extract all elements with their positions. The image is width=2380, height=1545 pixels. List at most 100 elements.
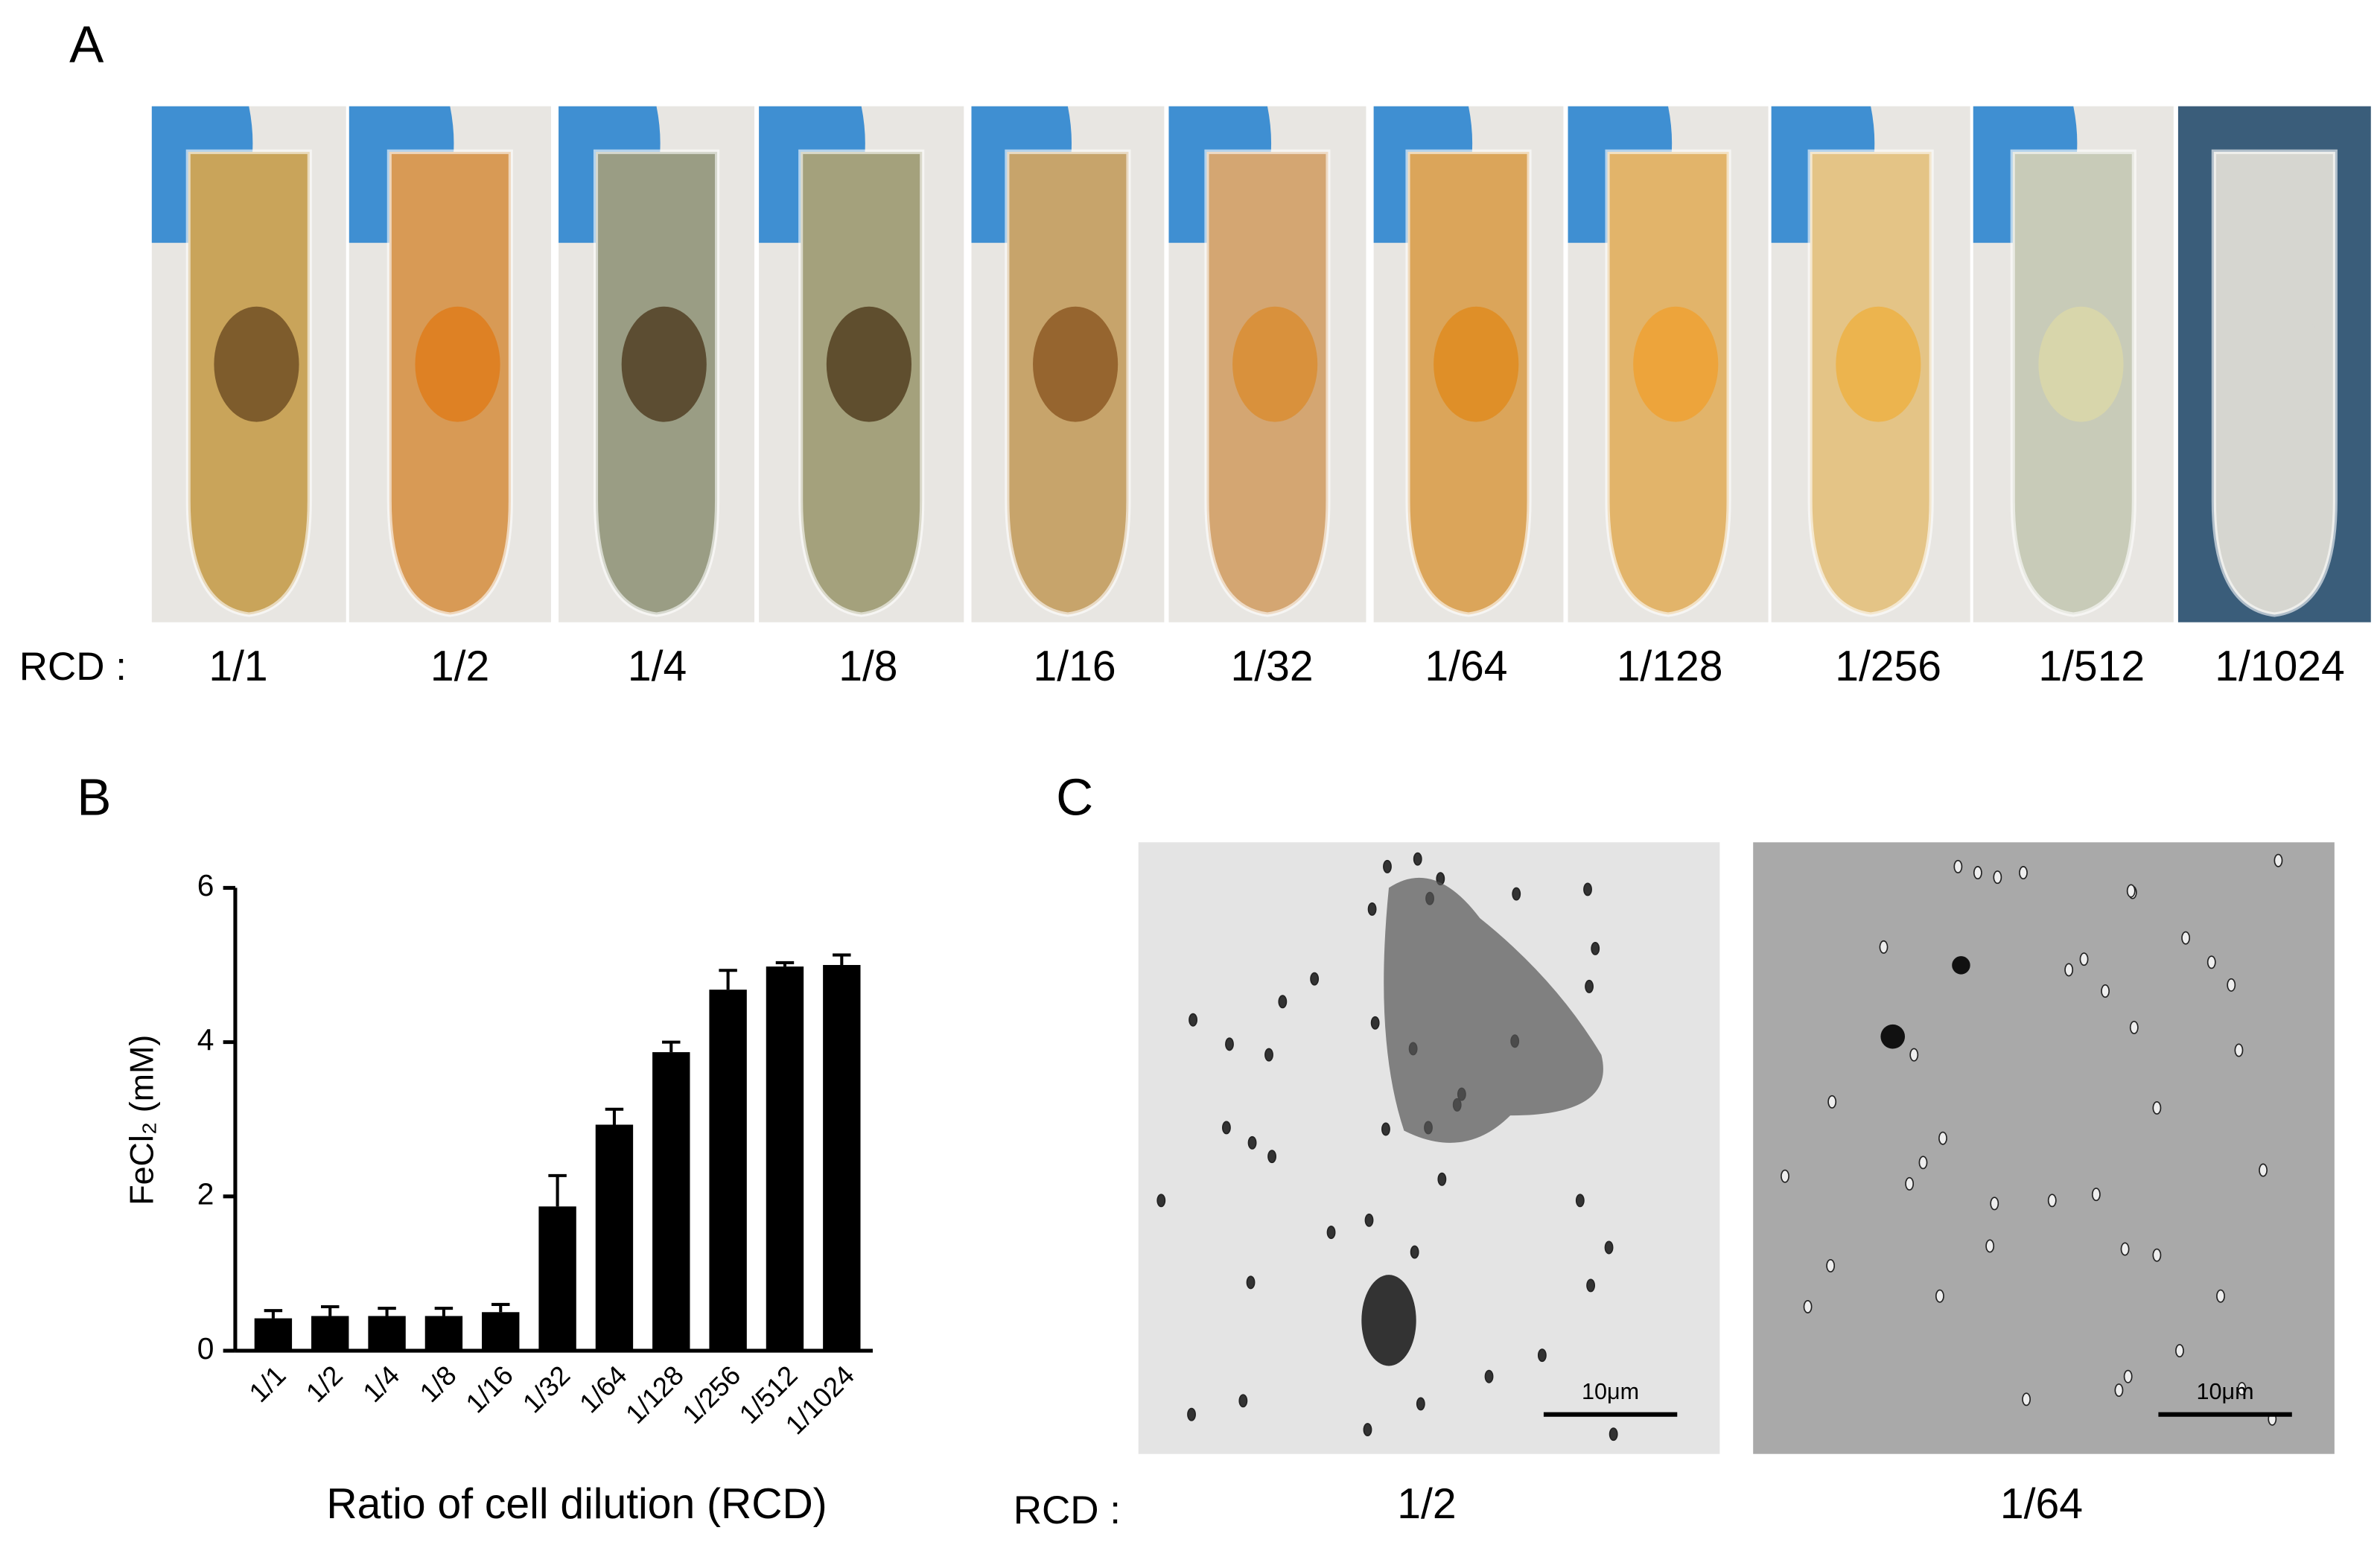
tube-photos: 1/1 1/2 1/4 1/8 1/16 1/32 1/64 1/128 1/256 1/512 1… <box>151 106 2371 690</box>
panel-label: B <box>77 768 111 826</box>
x-tick-label: 1/128 <box>620 1360 690 1430</box>
cell <box>1437 1172 1447 1186</box>
pellet <box>415 306 500 422</box>
cell <box>2114 1383 2124 1398</box>
bar <box>311 1316 349 1351</box>
cell <box>1879 940 1889 954</box>
row-label: RCD : <box>1014 1488 1121 1532</box>
tube-label: 1/32 <box>1231 643 1314 690</box>
x-tick-label: 1/2 <box>300 1360 349 1408</box>
cell <box>2079 952 2089 966</box>
tube-label: 1/256 <box>1835 643 1941 690</box>
tube-label: 1/16 <box>1034 643 1116 690</box>
cell <box>2152 1248 2162 1262</box>
cell <box>2181 931 2191 945</box>
tube-label: 1/1 <box>209 643 267 690</box>
bar <box>254 1318 293 1351</box>
scale-bar-label: 10μm <box>2197 1379 2254 1404</box>
cell <box>2019 866 2028 879</box>
cell <box>1381 1122 1390 1136</box>
cell <box>2022 1392 2031 1407</box>
x-tick-label: 1/16 <box>460 1360 519 1418</box>
tube-label: 1/64 <box>1425 643 1507 690</box>
tube-label: 1/8 <box>839 643 897 690</box>
cell <box>2274 853 2283 867</box>
cell <box>2123 1369 2133 1383</box>
cell <box>1512 887 1521 901</box>
cell <box>1156 1194 1166 1208</box>
cell <box>1993 870 2002 885</box>
cell <box>1585 979 1594 993</box>
cell <box>1826 1258 1836 1272</box>
particle <box>1880 1024 1906 1049</box>
x-tick-label: 1/4 <box>357 1360 405 1408</box>
y-tick-label: 4 <box>197 1022 214 1057</box>
cell <box>1364 1213 1374 1227</box>
cell <box>1189 1013 1197 1027</box>
tube-label: 1/2 <box>430 643 489 690</box>
cell <box>2234 1043 2244 1057</box>
cell <box>1537 1348 1547 1363</box>
cell <box>1484 1369 1494 1383</box>
cell <box>1413 852 1422 866</box>
bar <box>424 1316 463 1351</box>
cell <box>1416 1397 1425 1411</box>
bar <box>595 1124 634 1351</box>
tube-label: 1/4 <box>628 643 687 690</box>
pellet <box>1033 306 1119 422</box>
cell <box>2152 1100 2162 1115</box>
tube-label: 1/512 <box>2038 643 2145 690</box>
cell <box>1583 882 1592 896</box>
cell <box>2101 984 2110 998</box>
cell <box>1604 1240 1614 1255</box>
cell <box>1781 1169 1789 1183</box>
pellet <box>214 306 299 422</box>
y-tick-label: 2 <box>197 1177 214 1211</box>
cell <box>1326 1226 1336 1240</box>
bar <box>368 1316 406 1351</box>
bar <box>823 965 861 1351</box>
cell <box>1383 859 1392 873</box>
micrograph-label: 1/64 <box>2000 1480 2083 1528</box>
cell <box>1246 1275 1256 1290</box>
cell <box>2227 978 2236 992</box>
pellet <box>1633 306 1719 422</box>
cell <box>1990 1197 1999 1211</box>
cell <box>1918 1156 1928 1170</box>
cell <box>2259 1163 2268 1177</box>
cell <box>1278 995 1288 1009</box>
cell <box>1985 1239 1995 1253</box>
cell <box>2091 1188 2101 1202</box>
micrograph-label: 1/2 <box>1397 1480 1456 1528</box>
bar <box>709 990 747 1351</box>
micrographs: 10μm 1/2 10μm 1/64 <box>1138 842 2335 1528</box>
pellet <box>1836 306 1921 422</box>
cell <box>2216 1289 2225 1303</box>
panel-label: A <box>69 16 104 74</box>
pellet <box>621 306 707 422</box>
x-tick-label: 1/8 <box>414 1360 462 1408</box>
cell <box>1935 1289 1944 1303</box>
aggregate <box>1361 1275 1416 1366</box>
cell <box>2129 1020 2139 1034</box>
bar-chart: 0 2 4 6 FeCl₂ (mM) Ratio of cell dilution (RC… <box>122 868 874 1528</box>
cell <box>1803 1300 1813 1313</box>
cell <box>1586 1278 1596 1293</box>
bar <box>482 1312 520 1351</box>
cell <box>1238 1394 1248 1408</box>
cell <box>2064 963 2074 977</box>
cell <box>1609 1427 1618 1442</box>
cell <box>1222 1121 1231 1135</box>
x-tick-label: 1/32 <box>517 1360 576 1418</box>
cell <box>1953 859 1963 873</box>
cell <box>2206 955 2216 969</box>
x-axis-label: Ratio of cell dilution (RCD) <box>326 1480 827 1528</box>
cell <box>1225 1037 1234 1051</box>
cell <box>1267 1150 1276 1164</box>
cell <box>1367 902 1377 916</box>
panel-label: C <box>1056 768 1093 826</box>
cell <box>1410 1245 1419 1259</box>
pellet <box>1232 306 1318 422</box>
particle <box>1952 956 1970 975</box>
